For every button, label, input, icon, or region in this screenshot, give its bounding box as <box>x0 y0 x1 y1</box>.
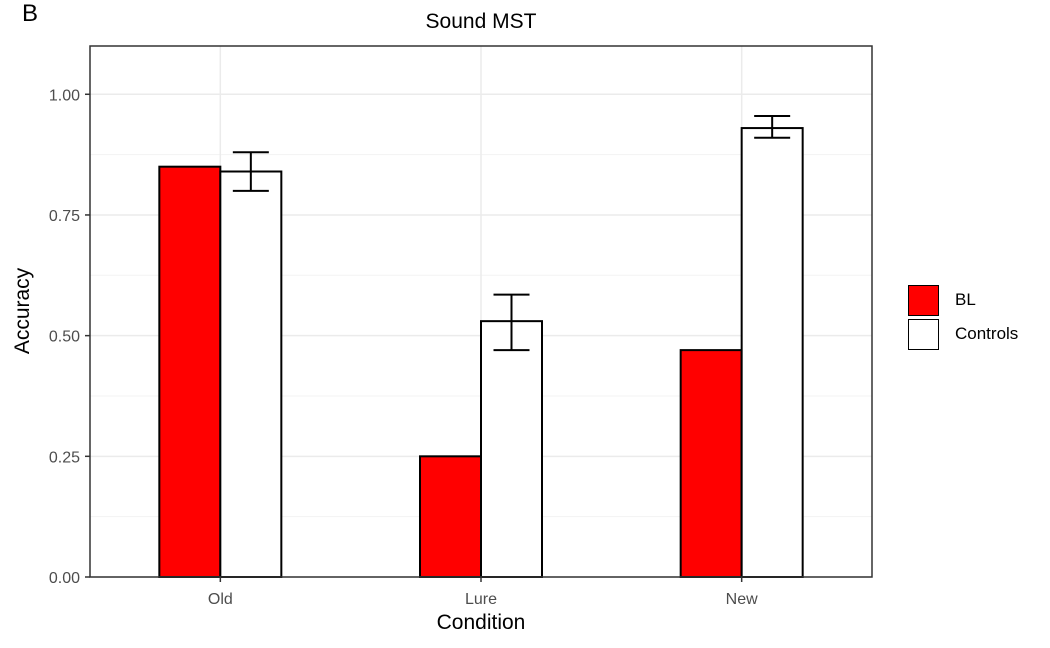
y-tick-label: 0.25 <box>49 449 80 466</box>
legend-item-controls: Controls <box>908 317 1018 351</box>
chart-title: Sound MST <box>425 10 537 33</box>
y-tick-label: 0.00 <box>49 570 80 587</box>
y-tick-label: 1.00 <box>49 87 80 104</box>
legend-key-bl <box>908 284 939 316</box>
legend: BL Controls <box>908 283 1018 351</box>
legend-label-controls: Controls <box>955 324 1019 343</box>
y-tick-label: 0.75 <box>49 208 80 225</box>
bar-controls-lure <box>480 320 543 578</box>
bar-controls-old <box>219 170 283 578</box>
bar-bl-lure <box>419 455 482 578</box>
x-tick-label-lure: Lure <box>465 591 497 608</box>
bar-bl-new <box>679 349 743 579</box>
x-axis-label: Condition <box>436 611 526 634</box>
x-tick-label-new: New <box>726 591 758 608</box>
y-tick-label: 0.50 <box>49 329 80 346</box>
legend-key-controls <box>908 318 939 350</box>
x-tick-label-old: Old <box>208 591 233 608</box>
bar-bl-old <box>158 165 222 578</box>
panel-label: B <box>22 0 39 27</box>
legend-label-bl: BL <box>955 290 976 309</box>
legend-item-bl: BL <box>908 283 1018 317</box>
bar-controls-new <box>740 127 804 578</box>
